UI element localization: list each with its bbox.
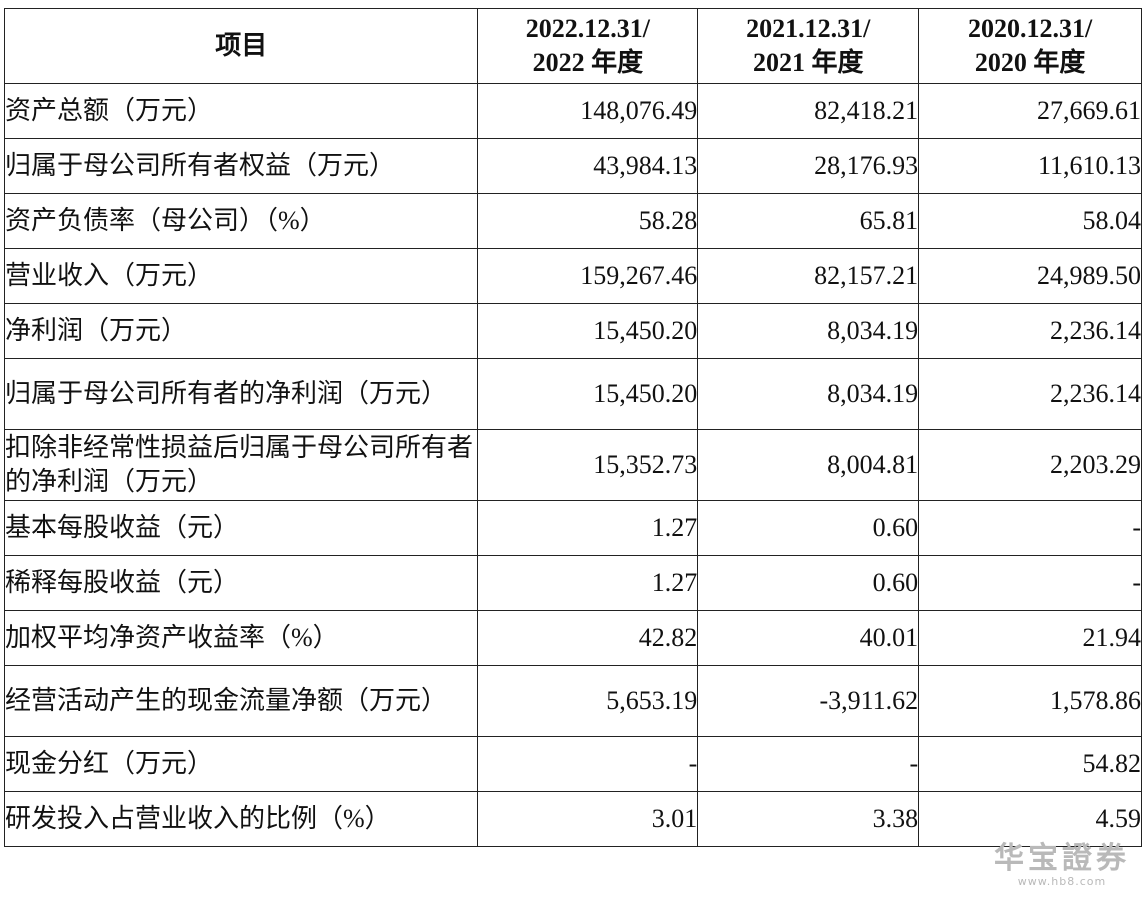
value-2022: 42.82 (477, 610, 699, 666)
value-2022: - (477, 736, 699, 792)
value-2021: 28,176.93 (697, 138, 920, 194)
table-row: 资产总额（万元） 148,076.49 82,418.21 27,669.61 (3, 83, 1142, 139)
value-2022: 15,450.20 (477, 303, 699, 359)
value-2022: 15,450.20 (477, 358, 699, 430)
value-2022: 159,267.46 (477, 248, 699, 304)
row-label: 营业收入（万元） (3, 248, 479, 304)
value-2020: 21.94 (918, 610, 1142, 666)
value-2022: 58.28 (477, 193, 699, 249)
value-2020: 58.04 (918, 193, 1142, 249)
row-label: 净利润（万元） (3, 303, 479, 359)
value-2020: 54.82 (918, 736, 1142, 792)
watermark-logo: 华宝證券 www.hb8.com (994, 843, 1130, 889)
value-2022: 15,352.73 (477, 429, 699, 501)
value-2020: 2,203.29 (918, 429, 1142, 501)
row-label: 稀释每股收益（元） (3, 555, 479, 611)
table-row: 扣除非经常性损益后归属于母公司所有者的净利润（万元） 15,352.73 8,0… (3, 429, 1142, 501)
value-2020: 27,669.61 (918, 83, 1142, 139)
table-row: 资产负债率（母公司）（%） 58.28 65.81 58.04 (3, 193, 1142, 249)
value-2020: 11,610.13 (918, 138, 1142, 194)
table-row: 现金分红（万元） - - 54.82 (3, 736, 1142, 792)
financial-data-table: 项目 2022.12.31/ 2022 年度 2021.12.31/ 2021 … (3, 8, 1142, 847)
row-label: 资产负债率（母公司）（%） (3, 193, 479, 249)
value-2021: - (697, 736, 920, 792)
value-2020: 2,236.14 (918, 303, 1142, 359)
table-row: 加权平均净资产收益率（%） 42.82 40.01 21.94 (3, 610, 1142, 666)
value-2020: 1,578.86 (918, 665, 1142, 737)
row-label: 归属于母公司所有者权益（万元） (3, 138, 479, 194)
table-row: 归属于母公司所有者权益（万元） 43,984.13 28,176.93 11,6… (3, 138, 1142, 194)
header-2022: 2022.12.31/ 2022 年度 (477, 8, 699, 84)
row-label: 基本每股收益（元） (3, 500, 479, 556)
watermark-url: www.hb8.com (1017, 875, 1107, 888)
value-2021: 40.01 (697, 610, 920, 666)
value-2022: 3.01 (477, 791, 699, 847)
row-label: 加权平均净资产收益率（%） (3, 610, 479, 666)
value-2022: 1.27 (477, 500, 699, 556)
header-2020: 2020.12.31/ 2020 年度 (918, 8, 1142, 84)
value-2021: 0.60 (697, 555, 920, 611)
value-2022: 5,653.19 (477, 665, 699, 737)
value-2020: 24,989.50 (918, 248, 1142, 304)
value-2021: 0.60 (697, 500, 920, 556)
table-row: 经营活动产生的现金流量净额（万元） 5,653.19 -3,911.62 1,5… (3, 665, 1142, 737)
row-label: 资产总额（万元） (3, 83, 479, 139)
row-label: 研发投入占营业收入的比例（%） (3, 791, 479, 847)
watermark-text: 华宝證券 (994, 841, 1130, 876)
table-header-row: 项目 2022.12.31/ 2022 年度 2021.12.31/ 2021 … (3, 8, 1142, 84)
value-2020: - (918, 555, 1142, 611)
table-row: 研发投入占营业收入的比例（%） 3.01 3.38 4.59 (3, 791, 1142, 847)
value-2020: 4.59 (918, 791, 1142, 847)
table-row: 净利润（万元） 15,450.20 8,034.19 2,236.14 (3, 303, 1142, 359)
value-2020: - (918, 500, 1142, 556)
value-2022: 1.27 (477, 555, 699, 611)
value-2020: 2,236.14 (918, 358, 1142, 430)
value-2021: 8,004.81 (697, 429, 920, 501)
table-row: 基本每股收益（元） 1.27 0.60 - (3, 500, 1142, 556)
row-label: 扣除非经常性损益后归属于母公司所有者的净利润（万元） (3, 429, 479, 501)
header-2021: 2021.12.31/ 2021 年度 (697, 8, 920, 84)
value-2022: 148,076.49 (477, 83, 699, 139)
value-2021: 82,157.21 (697, 248, 920, 304)
value-2022: 43,984.13 (477, 138, 699, 194)
value-2021: 65.81 (697, 193, 920, 249)
value-2021: 8,034.19 (697, 303, 920, 359)
value-2021: 3.38 (697, 791, 920, 847)
value-2021: 82,418.21 (697, 83, 920, 139)
row-label: 归属于母公司所有者的净利润（万元） (3, 358, 479, 430)
row-label: 经营活动产生的现金流量净额（万元） (3, 665, 479, 737)
table-row: 归属于母公司所有者的净利润（万元） 15,450.20 8,034.19 2,2… (3, 358, 1142, 430)
table-row: 稀释每股收益（元） 1.27 0.60 - (3, 555, 1142, 611)
table-row: 营业收入（万元） 159,267.46 82,157.21 24,989.50 (3, 248, 1142, 304)
value-2021: -3,911.62 (697, 665, 920, 737)
value-2021: 8,034.19 (697, 358, 920, 430)
row-label: 现金分红（万元） (3, 736, 479, 792)
header-item: 项目 (3, 8, 479, 84)
